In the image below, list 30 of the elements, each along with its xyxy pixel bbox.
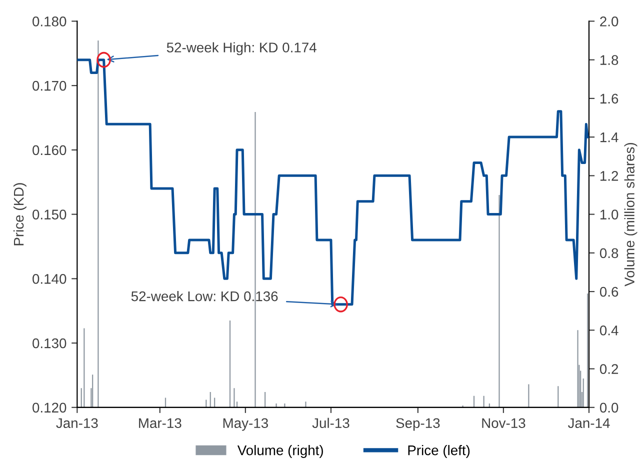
y2-tick-label: 0.4 <box>600 326 618 336</box>
annotation: 52-week High: KD 0.174 <box>166 42 316 56</box>
legend-label: Price (left) <box>408 445 470 458</box>
x-tick-label: Sep-13 <box>396 418 440 431</box>
y2-tick-label: 2.0 <box>600 16 618 26</box>
x-tick-label: Nov-13 <box>482 418 526 428</box>
x-tick-label: Mar-13 <box>139 418 182 428</box>
y2-tick-label: 0.2 <box>600 364 618 374</box>
legend-label: Volume (right) <box>237 445 323 458</box>
y-tick-label: 0.120 <box>32 402 66 413</box>
x-tick-label: Jul-13 <box>312 418 350 428</box>
x-tick-label: May-13 <box>223 418 268 431</box>
y-tick-label: 0.140 <box>32 274 66 284</box>
y-tick-label: 0.130 <box>32 338 66 348</box>
y2-tick-label: 1.4 <box>600 132 618 142</box>
y-tick-label: 0.180 <box>32 16 66 26</box>
y2-tick-label: 0.8 <box>600 248 618 258</box>
y2-tick-label: 1.8 <box>600 55 618 65</box>
y2-tick-label: 1.0 <box>600 210 618 220</box>
y-axis-title: Price (KD) <box>13 183 26 246</box>
y2-tick-label: 0.0 <box>600 402 618 413</box>
y2-tick-label: 1.2 <box>600 171 618 181</box>
x-tick-label: Jan-14 <box>568 418 610 428</box>
y2-axis-title: Volume (million shares) <box>624 142 638 286</box>
x-tick-label: Jan-13 <box>56 418 98 428</box>
y-tick-label: 0.160 <box>32 145 66 156</box>
y2-tick-label: 1.6 <box>600 94 618 104</box>
y2-tick-label: 0.6 <box>600 286 618 297</box>
y-tick-label: 0.170 <box>32 80 66 91</box>
y-tick-label: 0.150 <box>32 210 66 220</box>
